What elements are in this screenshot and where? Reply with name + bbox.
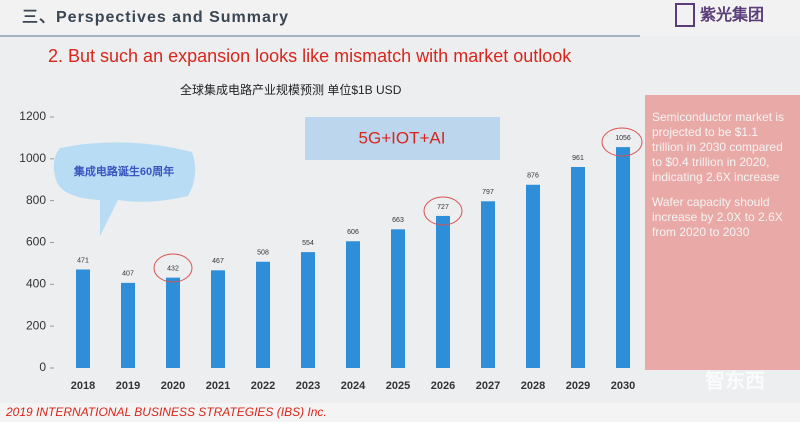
- y-tick-label: 0: [39, 360, 46, 374]
- speech-bubble: [53, 142, 196, 236]
- bar: [256, 261, 270, 368]
- chart-title-box: 2. But such an expansion looks like mism…: [48, 46, 572, 66]
- annotation-box: [305, 117, 500, 160]
- x-tick-label: 2021: [206, 380, 230, 392]
- footer-bar: [0, 403, 800, 422]
- value-label: 797: [482, 189, 494, 196]
- y-tick-label: 1200: [19, 109, 46, 123]
- side-note-box: [645, 95, 800, 370]
- x-tick-label: 2025: [386, 380, 410, 392]
- side-note-text: Wafer capacity should increase by 2.0X t…: [652, 195, 783, 239]
- y-tick-label: 400: [26, 277, 46, 291]
- value-label: 508: [257, 250, 269, 257]
- bar: [436, 215, 450, 368]
- x-tick-label: 2023: [296, 380, 320, 392]
- y-tick-label: 800: [26, 193, 46, 207]
- header-bar: [0, 0, 800, 36]
- footer: 2019 INTERNATIONAL BUSINESS STRATEGIES (…: [5, 405, 327, 419]
- highlight-circle: [153, 253, 193, 283]
- chart-subtitle: 全球集成电路产业规模预测 单位$1B USD: [180, 82, 402, 97]
- bar: [166, 277, 180, 368]
- bar: [391, 229, 405, 368]
- x-tick-label: 2020: [161, 380, 185, 392]
- logo: 紫光集团: [700, 5, 764, 24]
- bar: [76, 269, 90, 368]
- x-tick-label: 2029: [566, 380, 590, 392]
- chart-title: 2. But such an expansion looks like mism…: [48, 46, 572, 66]
- x-tick-label: 2028: [521, 380, 545, 392]
- y-tick-label: 1000: [19, 151, 46, 165]
- watermark: 智东西: [705, 368, 765, 392]
- bar: [481, 201, 495, 368]
- value-label: 606: [347, 229, 359, 236]
- x-tick-label: 2030: [611, 380, 635, 392]
- x-tick-label: 2018: [71, 380, 95, 392]
- logo-icon: [675, 3, 695, 27]
- value-label: 727: [437, 204, 449, 211]
- y-tick-label: 200: [26, 318, 46, 332]
- x-tick-label: 2026: [431, 380, 455, 392]
- header-title: 三、Perspectives and Summary: [22, 9, 289, 26]
- x-tick-label: 2022: [251, 380, 275, 392]
- value-label: 407: [122, 271, 134, 278]
- bar: [346, 241, 360, 368]
- value-label: 1056: [615, 135, 631, 142]
- highlight-circle: [423, 196, 463, 226]
- x-tick-label: 2024: [341, 380, 366, 392]
- bubble-text: 集成电路诞生60周年: [73, 164, 174, 178]
- bar: [571, 166, 585, 368]
- bar: [301, 252, 315, 368]
- value-label: 876: [527, 173, 539, 180]
- value-label: 663: [392, 217, 404, 224]
- side-note-text: Semiconductor market is projected to be …: [652, 110, 785, 184]
- value-label: 554: [302, 240, 314, 247]
- y-tick-label: 600: [26, 235, 46, 249]
- bar: [526, 184, 540, 368]
- annotation: 5G+IOT+AI: [359, 128, 446, 147]
- highlight-circle: [601, 127, 643, 157]
- value-label: 432: [167, 265, 179, 272]
- value-label: 471: [77, 257, 89, 264]
- bar: [616, 147, 630, 368]
- x-tick-label: 2027: [476, 380, 500, 392]
- side-note: Semiconductor market is projected to be …: [652, 110, 785, 239]
- plot: 0 200 400 600 800 1000 1200 2018 471 2019 407 2020 4…: [19, 109, 635, 392]
- bar: [121, 282, 135, 368]
- bar: [211, 270, 225, 368]
- value-label: 467: [212, 258, 224, 265]
- value-label: 961: [572, 155, 584, 162]
- x-tick-label: 2019: [116, 380, 140, 392]
